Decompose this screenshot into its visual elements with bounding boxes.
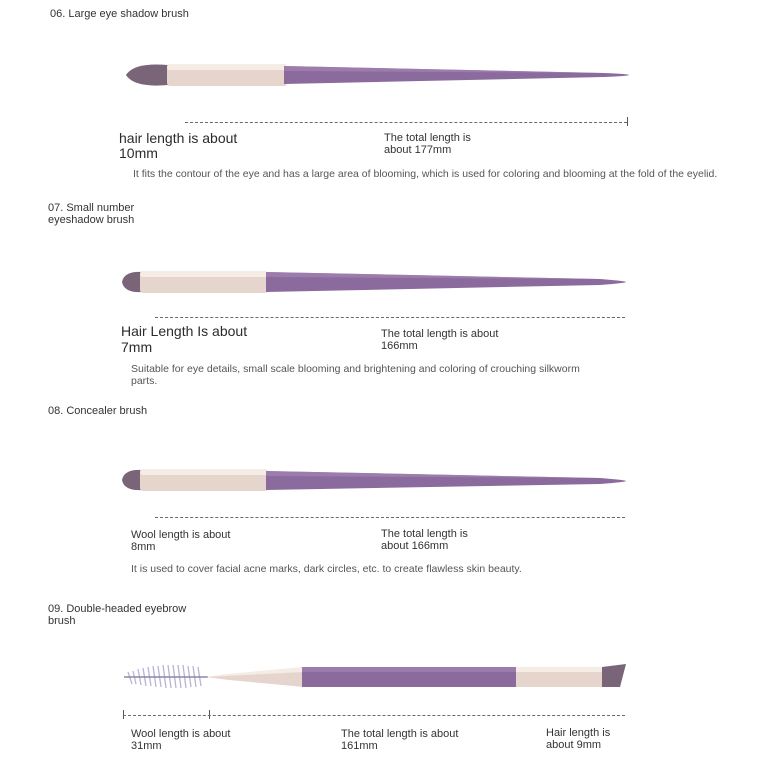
measure-mid-tick — [209, 710, 210, 719]
length-measure-line — [123, 715, 625, 716]
brush-description: Suitable for eye details, small scale bl… — [131, 363, 580, 387]
total-length-label: The total length is about — [341, 728, 459, 740]
hair-length-value: 7mm — [121, 339, 153, 355]
total-length-label: The total length is about — [381, 328, 499, 340]
total-length-value: 166mm — [381, 340, 418, 352]
total-length-label: The total length is — [384, 132, 471, 144]
brush-section-09: 09. Double-headed eyebrow brush Wool len… — [0, 600, 758, 758]
hair-length-label: hair length is about — [119, 130, 238, 146]
brush-title: 08. Concealer brush — [48, 405, 148, 417]
total-length-label: The total length is — [381, 528, 468, 540]
brush-title: 09. Double-headed eyebrow brush — [48, 603, 187, 627]
length-measure-line — [155, 317, 625, 318]
brush-section-07: 07. Small number eyeshadow brush Hair Le… — [0, 200, 758, 400]
brush-title: 06. Large eye shadow brush — [50, 8, 189, 20]
large-eye-shadow-brush-image — [126, 64, 629, 86]
hair-length-label: Hair Length Is about — [121, 323, 248, 339]
hair-length-label: Hair length is — [546, 727, 611, 739]
brush-description: It is used to cover facial acne marks, d… — [131, 563, 522, 575]
total-length-value: about 177mm — [384, 144, 452, 156]
measure-start-tick — [123, 710, 124, 719]
length-measure-line — [155, 517, 625, 518]
brush-section-06: 06. Large eye shadow brush hair length i… — [0, 0, 758, 200]
brush-description: It fits the contour of the eye and has a… — [133, 168, 718, 180]
length-measure-line — [185, 122, 627, 123]
total-length-value: about 166mm — [381, 540, 449, 552]
double-headed-eyebrow-brush-image — [124, 664, 626, 689]
hair-length-label: Wool length is about — [131, 529, 231, 541]
concealer-brush-image — [122, 469, 626, 491]
measure-end-tick — [627, 117, 628, 126]
hair-length-value: about 9mm — [546, 739, 602, 751]
spoolie-length-value: 31mm — [131, 740, 162, 752]
hair-length-value: 10mm — [119, 145, 158, 161]
spoolie-length-label: Wool length is about — [131, 728, 231, 740]
total-length-value: 161mm — [341, 740, 378, 752]
small-eyeshadow-brush-image — [122, 271, 626, 293]
hair-length-value: 8mm — [131, 541, 156, 553]
brush-section-08: 08. Concealer brush Wool length is about… — [0, 400, 758, 600]
brush-title: 07. Small number eyeshadow brush — [48, 202, 135, 226]
